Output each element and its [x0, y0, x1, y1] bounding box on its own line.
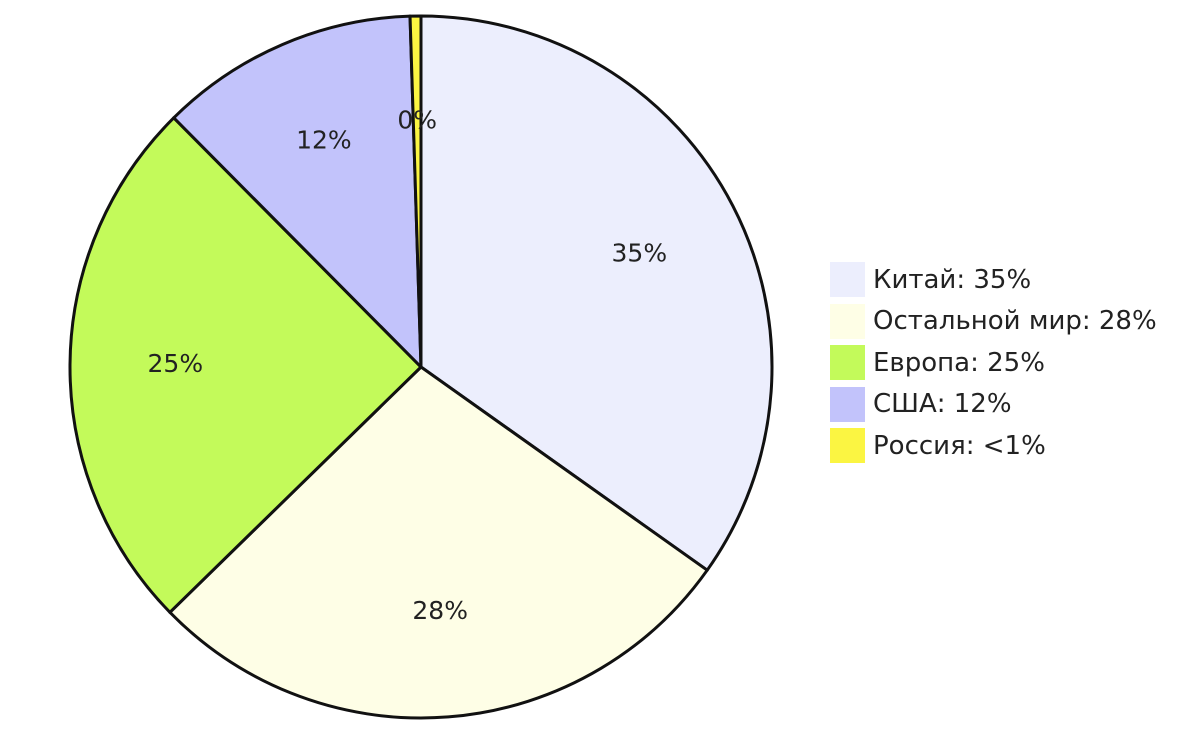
legend-label-2: Европа: 25% [873, 347, 1045, 378]
legend-label-1: Остальной мир: 28% [873, 306, 1157, 337]
pie-slice-3 [172, 14, 423, 369]
legend-item-2: Европа: 25% [830, 342, 1157, 384]
legend-label-0: Китай: 35% [873, 264, 1032, 295]
legend-item-4: Россия: <1% [830, 425, 1157, 467]
legend-item-1: Остальной мир: 28% [830, 301, 1157, 343]
slice-label-3: 12% [296, 125, 352, 154]
legend-label-4: Россия: <1% [873, 430, 1046, 461]
legend: Китай: 35% Остальной мир: 28% Европа: 25% С… [830, 259, 1157, 467]
pie-slice-1 [168, 365, 709, 720]
legend-swatch-0 [830, 262, 865, 298]
slice-label-4: 0% [397, 105, 437, 134]
legend-swatch-1 [830, 303, 865, 339]
legend-swatch-3 [830, 386, 865, 422]
slice-label-0: 35% [612, 238, 668, 267]
legend-item-3: США: 12% [830, 384, 1157, 426]
pie-slice-0 [419, 14, 774, 572]
legend-swatch-4 [830, 428, 865, 464]
legend-label-3: США: 12% [873, 389, 1012, 420]
pie-slice-4 [408, 14, 423, 369]
legend-swatch-2 [830, 345, 865, 381]
slice-label-1: 28% [412, 596, 468, 625]
legend-item-0: Китай: 35% [830, 259, 1157, 301]
pie-slice-2 [68, 116, 423, 614]
slice-label-2: 25% [148, 349, 204, 378]
